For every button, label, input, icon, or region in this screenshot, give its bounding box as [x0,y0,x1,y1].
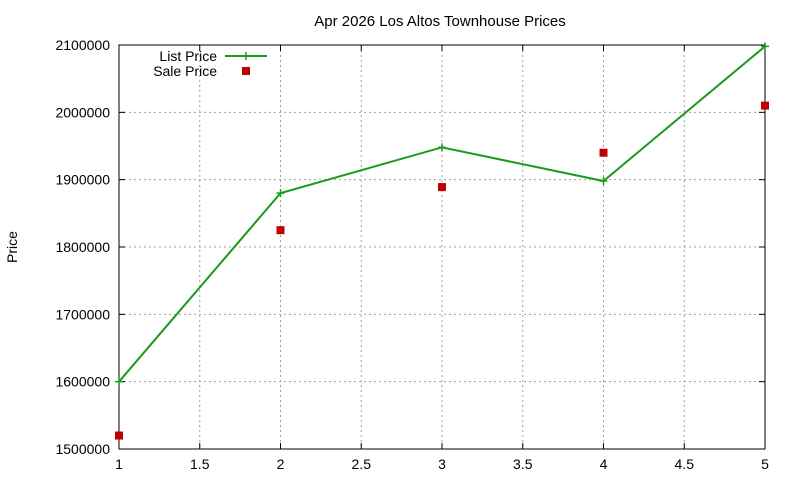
axis-ticks: 1 1.5 2 2.5 3 3.5 4 4.5 5 1500000 1600000 1700000 18… [55,37,769,472]
list-price-point [599,177,608,186]
y-tick-label: 1700000 [55,306,110,322]
sale-price-point [761,101,769,110]
x-tick-label: 3 [438,456,446,472]
list-price-point [242,52,250,60]
x-tick-label: 1.5 [190,456,210,472]
list-price-point [761,42,769,51]
y-tick-label: 1500000 [55,441,110,457]
x-tick-label: 5 [761,456,769,472]
chart-title: Apr 2026 Los Altos Townhouse Prices [314,13,566,30]
legend-label: List Price [159,48,217,64]
sale-price-point [242,67,250,75]
sale-price-point [115,431,123,440]
sale-price-point [599,148,608,157]
x-tick-label: 3.5 [513,456,533,472]
x-tick-label: 4.5 [675,456,695,472]
y-tick-label: 1600000 [55,374,110,390]
sale-price-point [438,183,446,192]
y-tick-label: 1800000 [55,239,110,255]
list-price-point [115,377,123,386]
y-axis-label: Price [4,231,20,263]
y-tick-label: 2000000 [55,104,110,120]
y-tick-label: 1900000 [55,172,110,188]
list-price-point [438,143,446,152]
legend-label: Sale Price [153,63,217,79]
series [115,42,769,440]
x-tick-label: 2.5 [352,456,372,472]
sale-price-point [276,226,285,235]
list-price-point [276,189,285,198]
x-tick-label: 2 [277,456,285,472]
y-tick-label: 2100000 [55,37,110,53]
grid [119,45,765,449]
x-tick-label: 1 [115,456,123,472]
x-tick-label: 4 [600,456,608,472]
